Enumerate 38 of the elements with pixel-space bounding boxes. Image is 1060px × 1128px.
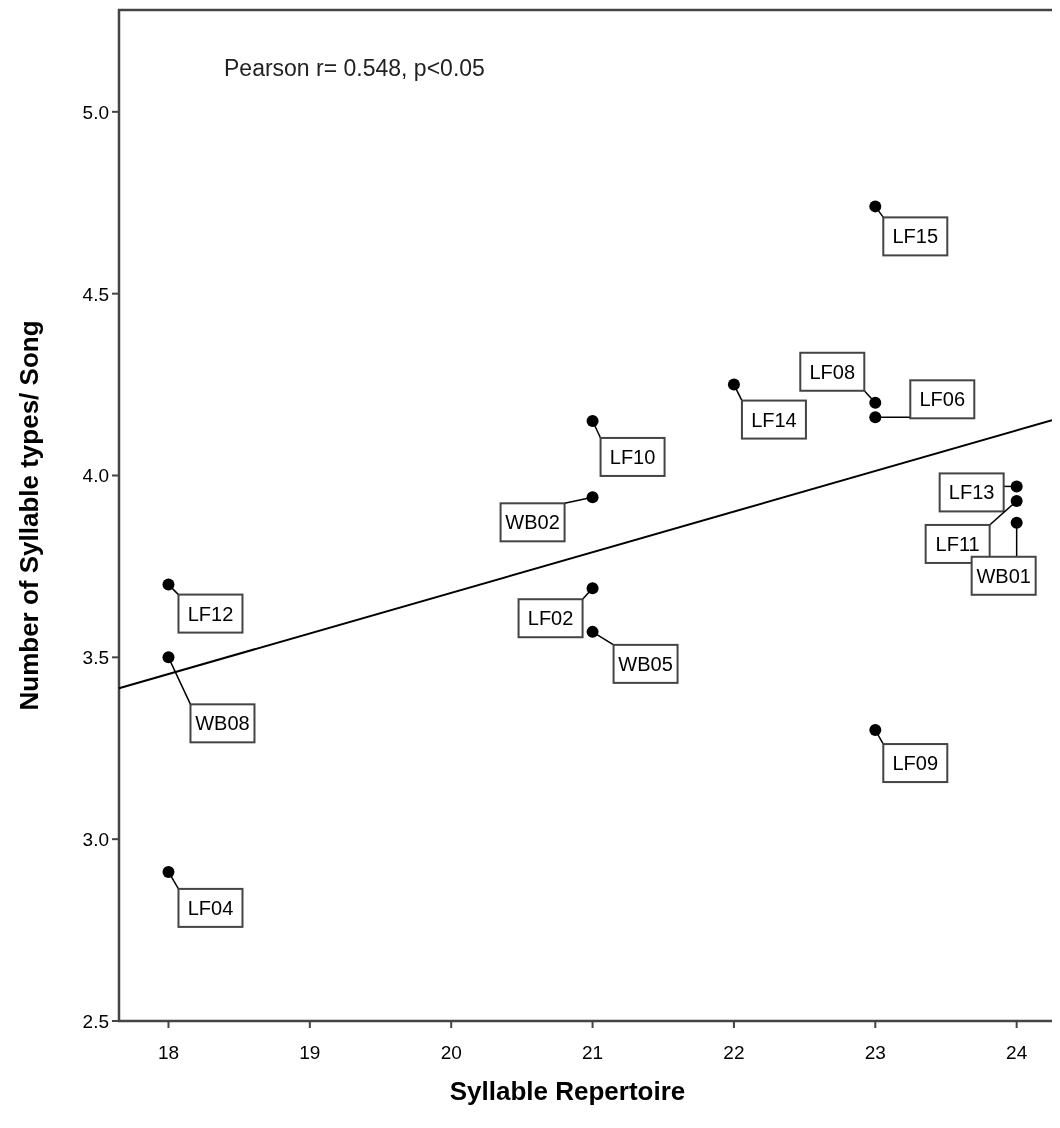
annotation: Pearson r= 0.548, p<0.05 <box>224 55 485 81</box>
x-tick-label: 18 <box>157 1042 180 1063</box>
y-tick-label: 3.0 <box>82 829 109 851</box>
annotation: LF02 <box>527 607 574 630</box>
annotation: LF04 <box>187 896 234 919</box>
annotation: WB05 <box>618 652 673 675</box>
annotation: LF11 <box>935 532 980 555</box>
annotation: LF10 <box>609 445 656 468</box>
y-tick-label: 4.0 <box>82 465 109 487</box>
annotation: LF15 <box>892 225 939 248</box>
point <box>1010 494 1023 507</box>
x-tick-label: 21 <box>582 1042 604 1063</box>
point <box>869 396 882 409</box>
y-axis-title: Number of Syllable types/ Song <box>14 320 44 711</box>
annotation: LF09 <box>892 752 939 775</box>
y-tick-label: 4.5 <box>82 283 109 305</box>
point <box>869 724 882 737</box>
annotation: LF06 <box>919 388 966 411</box>
annotation: WB02 <box>505 511 560 534</box>
annotation: LF12 <box>187 602 234 625</box>
annotation: WB01 <box>976 564 1031 587</box>
annotation: WB08 <box>195 712 250 735</box>
y-tick-label: 5.0 <box>82 101 109 123</box>
y-tick-label: 2.5 <box>82 1011 109 1032</box>
point <box>1010 516 1023 529</box>
x-axis-title: Syllable Repertoire <box>449 1076 686 1106</box>
point <box>1010 480 1023 493</box>
point <box>869 411 882 424</box>
annotation: LF13 <box>948 481 995 504</box>
point <box>869 200 882 213</box>
x-tick-label: 22 <box>723 1042 745 1063</box>
x-tick-label: 23 <box>864 1042 886 1063</box>
x-tick-label: 24 <box>1006 1042 1028 1063</box>
y-tick-label: 3.5 <box>82 647 109 669</box>
annotation: LF14 <box>751 408 797 431</box>
x-tick-label: 19 <box>299 1042 321 1063</box>
x-tick-label: 20 <box>440 1042 462 1063</box>
annotation: LF08 <box>809 360 856 383</box>
